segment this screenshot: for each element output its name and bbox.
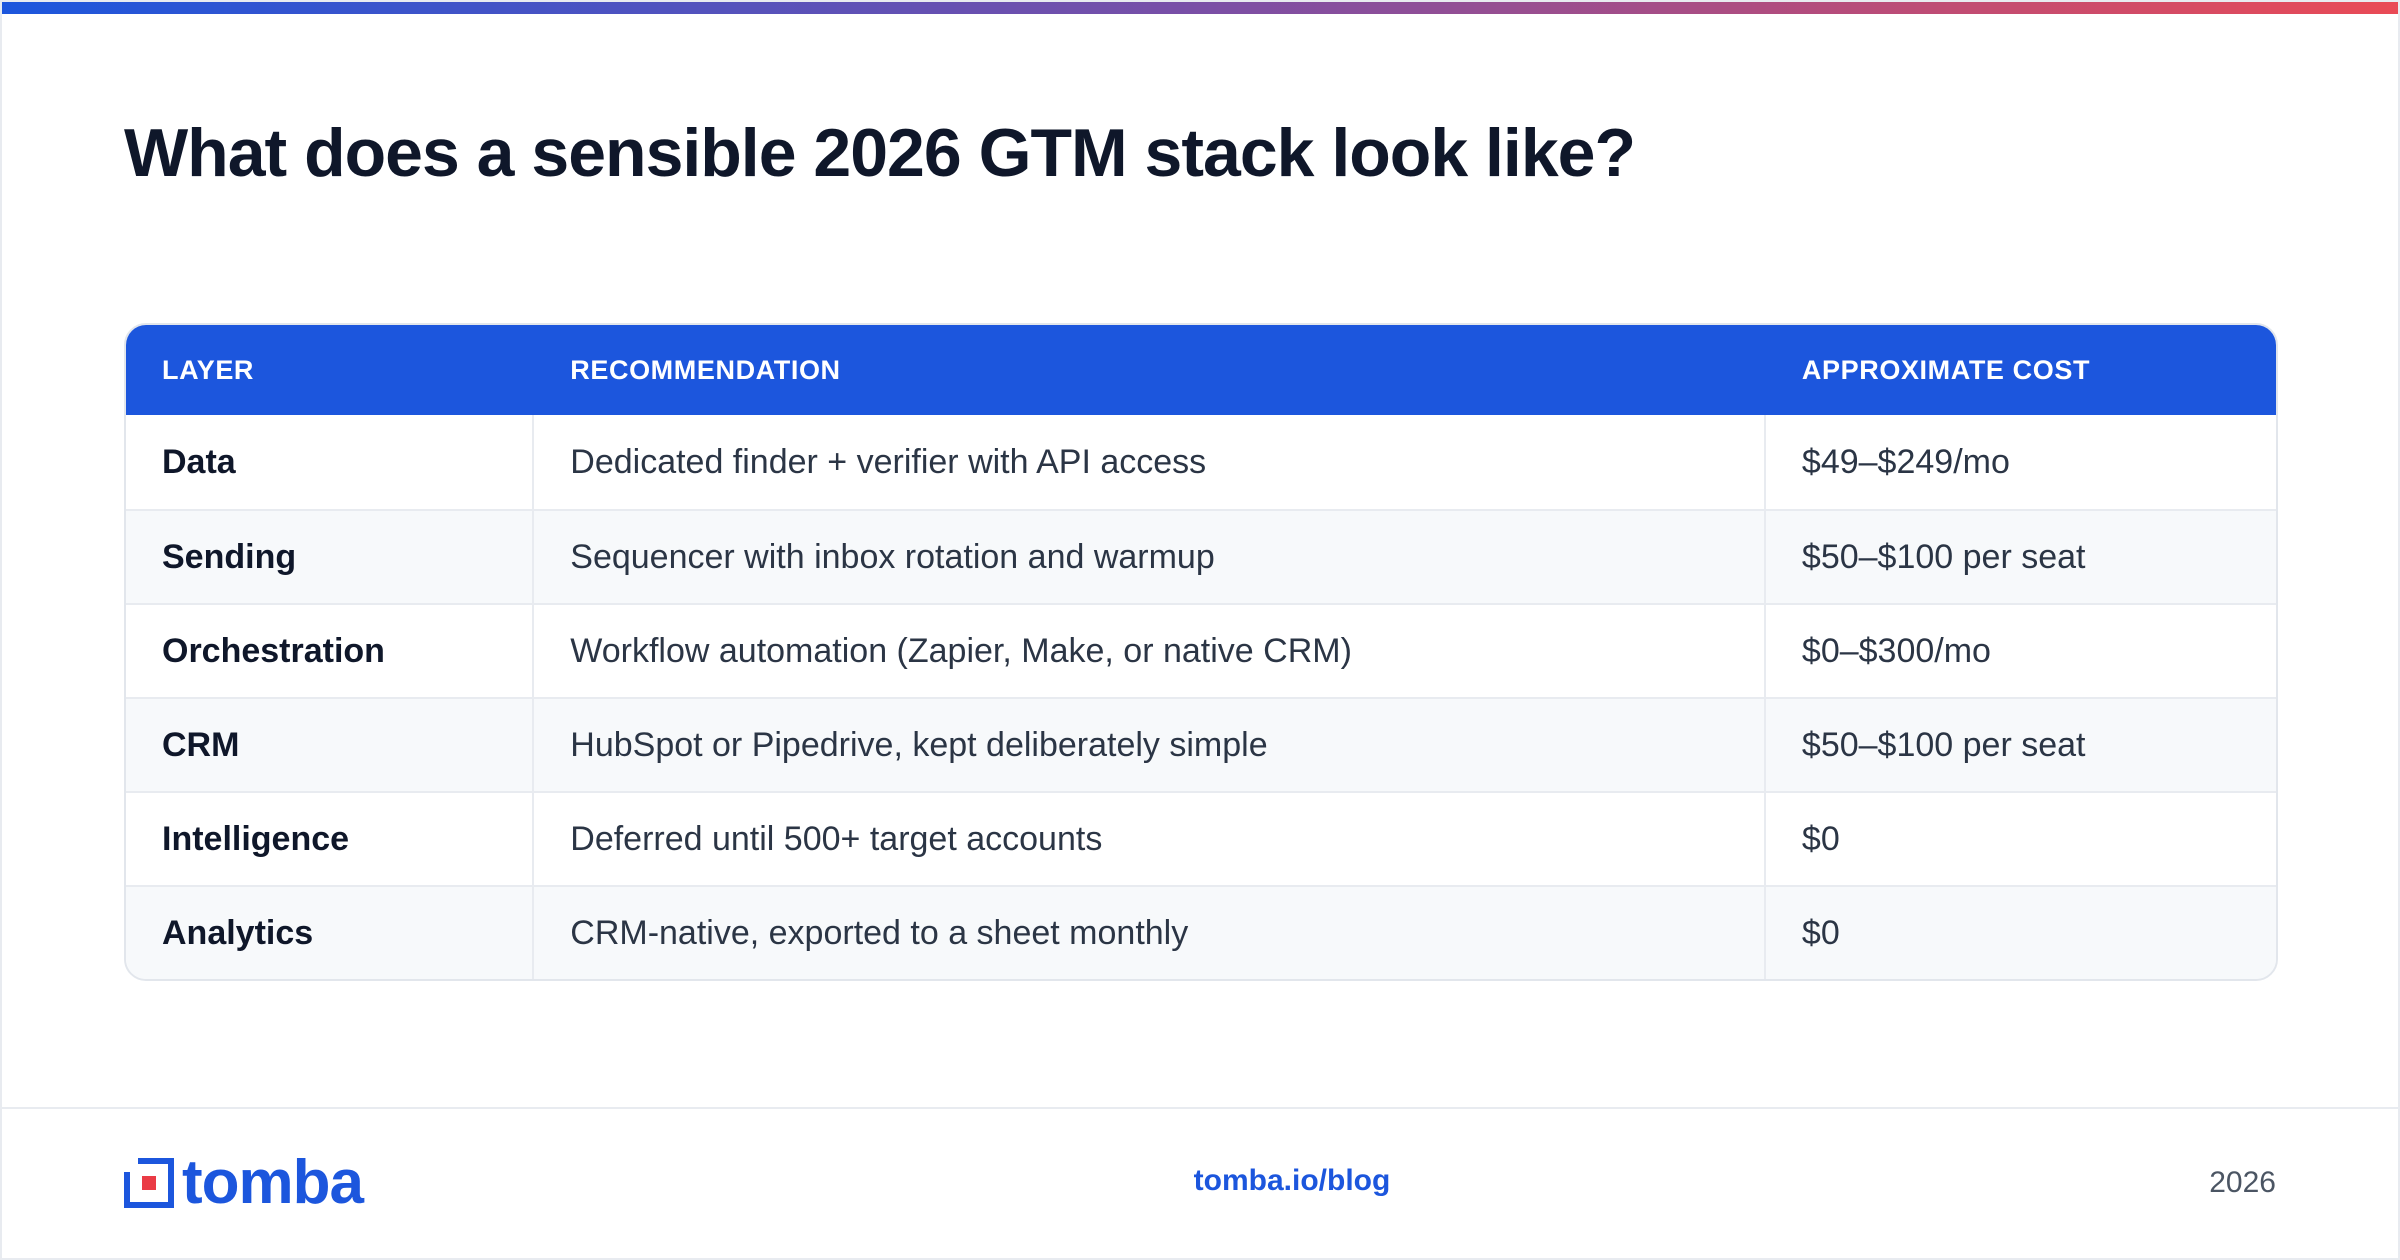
cell-recommendation: Sequencer with inbox rotation and warmup [534, 511, 1766, 603]
cell-recommendation: Workflow automation (Zapier, Make, or na… [534, 605, 1766, 697]
blog-link[interactable]: tomba.io/blog [1193, 1164, 1391, 1197]
cell-recommendation: Deferred until 500+ target accounts [534, 793, 1766, 885]
gtm-stack-table: LAYER RECOMMENDATION APPROXIMATE COST Da… [124, 323, 2278, 981]
tomba-logo[interactable]: tomba [124, 1148, 364, 1217]
tomba-logo-icon [124, 1158, 174, 1208]
table-row: Orchestration Workflow automation (Zapie… [126, 603, 2276, 697]
footer-year: 2026 [2209, 1166, 2276, 1199]
cell-cost: $0–$300/mo [1801, 631, 1991, 670]
cell-recommendation: Dedicated finder + verifier with API acc… [534, 415, 1766, 509]
table-row: Sending Sequencer with inbox rotation an… [126, 509, 2276, 603]
logo-wordmark: tomba [182, 1148, 364, 1217]
table-body: Data Dedicated finder + verifier with AP… [126, 415, 2276, 979]
table-row: Analytics CRM-native, exported to a shee… [126, 885, 2276, 979]
cell-layer: Intelligence [126, 793, 535, 885]
cell-recommendation: CRM-native, exported to a sheet monthly [534, 887, 1766, 979]
header-layer: LAYER [162, 354, 255, 385]
cell-layer: Orchestration [126, 605, 535, 697]
cell-recommendation: HubSpot or Pipedrive, kept deliberately … [534, 699, 1766, 791]
header-approximate-cost: APPROXIMATE COST [1801, 354, 2091, 385]
table-header: LAYER RECOMMENDATION APPROXIMATE COST [126, 325, 2276, 415]
cell-layer: Sending [126, 511, 535, 603]
cell-layer: CRM [126, 699, 535, 791]
cell-cost: $0 [1801, 913, 1840, 952]
cell-cost: $50–$100 per seat [1801, 537, 2086, 576]
page-title: What does a sensible 2026 GTM stack look… [124, 115, 1636, 191]
cell-cost: $50–$100 per seat [1801, 725, 2086, 764]
footer-divider [2, 1107, 2398, 1109]
cell-cost: $0 [1801, 819, 1840, 858]
table-row: Intelligence Deferred until 500+ target … [126, 791, 2276, 885]
cell-cost: $49–$249/mo [1801, 442, 2010, 481]
header-recommendation: RECOMMENDATION [570, 354, 841, 385]
table-row: Data Dedicated finder + verifier with AP… [126, 415, 2276, 509]
cell-layer: Analytics [126, 887, 535, 979]
gradient-top-bar [2, 2, 2398, 14]
table-row: CRM HubSpot or Pipedrive, kept deliberat… [126, 697, 2276, 791]
cell-layer: Data [126, 415, 535, 509]
